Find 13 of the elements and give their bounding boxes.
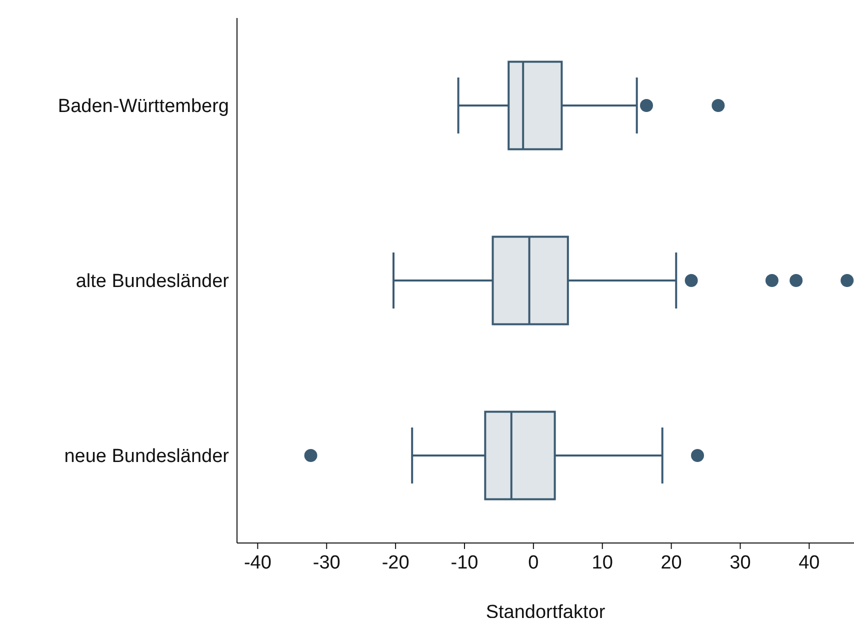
y-tick-label: alte Bundesländer (76, 271, 230, 292)
y-tick-label: neue Bundesländer (64, 446, 230, 468)
x-tick-label: 30 (730, 552, 751, 574)
x-tick-label: -10 (450, 552, 478, 574)
x-tick-label: -20 (382, 552, 410, 574)
x-tick-label: 10 (592, 552, 613, 574)
y-tick-label: Baden-Württemberg (58, 96, 229, 118)
x-tick-label: -40 (244, 552, 272, 574)
x-tick-label: 20 (660, 552, 682, 574)
x-tick-label: -30 (312, 552, 340, 574)
x-tick-label: 40 (798, 552, 820, 574)
x-axis-title: Standortfaktor (486, 602, 606, 623)
x-tick-label: 0 (528, 552, 539, 574)
